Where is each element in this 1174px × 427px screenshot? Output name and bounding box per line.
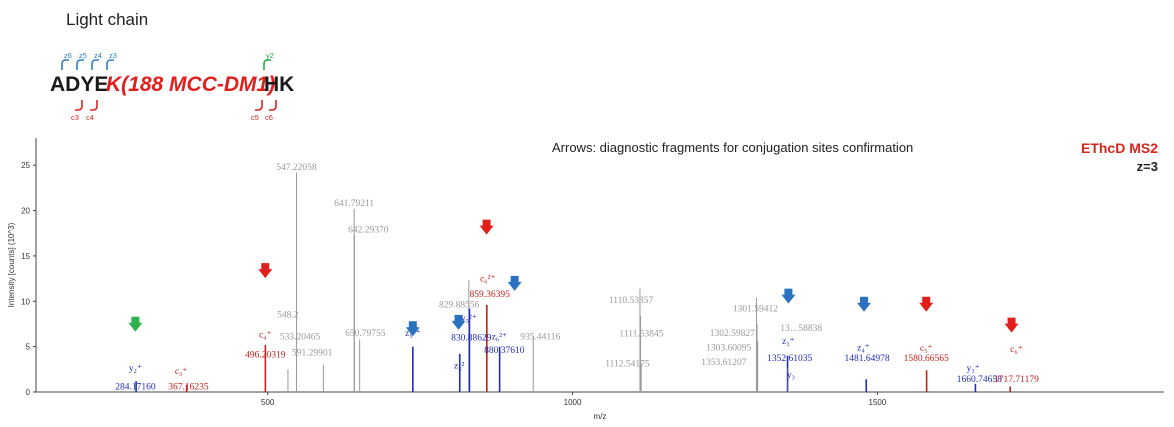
fragment-ion-label: y₃⁺ <box>967 364 980 374</box>
fragment-ion-label: y₅²⁺ <box>461 314 477 324</box>
peak-mz-label: 1717.71179 <box>994 375 1039 385</box>
diagnostic-arrow-icon <box>128 316 143 332</box>
peak-mz-label: 1352.61035 <box>767 354 812 364</box>
peak-mz-label: 591.29901 <box>292 349 333 359</box>
cleavage-mark-z5 <box>76 59 84 70</box>
panel-title: Light chain <box>66 10 149 29</box>
diagnostic-arrow-icon <box>857 296 872 312</box>
peak-mz-label: 284.17160 <box>115 382 156 392</box>
peak-mz-label: 1110.53357 <box>609 296 654 306</box>
diagnostic-arrow-icon <box>781 288 796 304</box>
fragment-ion-label: y₃ <box>787 370 795 380</box>
fragment-ion-label: z₆²⁺ <box>492 332 507 342</box>
peak-mz-label: 367.16235 <box>168 382 209 392</box>
x-tick-label: 500 <box>261 398 275 407</box>
fragment-ion-label: y₂⁺ <box>129 364 142 374</box>
peak-mz-label: 880.37610 <box>484 346 525 356</box>
diagnostic-arrow-icon <box>507 275 522 291</box>
peak-mz-label: 935.44116 <box>520 332 560 342</box>
ion-tag-c6: c6 <box>265 113 273 122</box>
fragment-ion-label: z₃⁺ <box>782 337 795 347</box>
arrows-legend-note: Arrows: diagnostic fragments for conjuga… <box>552 140 914 155</box>
fragment-cleavage-markers: z6 z5 z4 z3 y2 c3 c4 c5 c6 <box>61 51 277 122</box>
fragment-ion-label: c₃⁺ <box>175 367 188 377</box>
x-tick-label: 1000 <box>564 398 582 407</box>
peak-mz-label: 1302.59827 <box>710 329 755 339</box>
sequence-conjugated-residue: K(188 MCC-DM1) <box>106 73 276 96</box>
peak-mz-label: 1353.61207 <box>701 358 746 368</box>
ion-tag-z6: z6 <box>64 51 72 60</box>
peak-mz-label: 829.88556 <box>439 301 480 311</box>
peak-mz-label: 1580.66565 <box>904 354 949 364</box>
peak-mz-label: 1660.74658 <box>957 375 1002 385</box>
y-axis-label: Intensity [counts] (10^3) <box>7 222 16 307</box>
cleavage-mark-c6 <box>269 100 277 111</box>
peak-mz-label: 496.20319 <box>245 351 286 361</box>
peak-mz-label: 1303.60095 <box>706 343 751 353</box>
x-axis-label: m/z <box>594 412 607 421</box>
cleavage-mark-z4 <box>91 59 99 70</box>
y-tick-label: 15 <box>21 252 30 261</box>
diagnostic-arrow-icon <box>919 296 934 312</box>
sequence-suffix: HK <box>264 73 295 96</box>
cleavage-mark-y2 <box>263 59 271 70</box>
diagnostic-arrow-icon <box>479 219 494 235</box>
y-tick-label: 10 <box>21 297 30 306</box>
x-tick-label: 1500 <box>869 398 887 407</box>
peak-mz-label: 533.20465 <box>280 332 321 342</box>
sequence-prefix: ADYE <box>50 73 109 96</box>
diagnostic-arrow-icon <box>451 314 466 330</box>
peak-mz-label: 1481.64978 <box>844 354 889 364</box>
ion-tag-z4: z4 <box>94 51 102 60</box>
peak-mz-label: 642.29370 <box>348 225 389 235</box>
peak-mz-label: 641.79211 <box>334 199 374 209</box>
peak-mz-label: 1301.59412 <box>733 304 778 314</box>
ion-tag-z5: z5 <box>79 51 87 60</box>
fragment-ion-label: c₆⁺ <box>1010 345 1023 355</box>
y-tick-label: 20 <box>21 207 30 216</box>
method-label: EThcD MS2 <box>1080 140 1158 156</box>
fragment-ion-label: z₃² <box>454 361 465 371</box>
peak-mz-label: 1112.54175 <box>605 360 650 370</box>
y-tick-label: 25 <box>21 161 30 170</box>
fragment-ion-label: z₄⁺ <box>857 343 870 353</box>
diagnostic-arrow-icon <box>1004 317 1019 333</box>
peak-mz-label: 650.79755 <box>345 329 386 339</box>
cleavage-mark-c4 <box>90 100 98 111</box>
diagnostic-arrow-icon <box>405 321 420 337</box>
cleavage-mark-c3 <box>75 100 83 111</box>
fragment-ion-label: c₄⁺ <box>259 331 272 341</box>
charge-state-label: z=3 <box>1136 159 1158 174</box>
diagnostic-arrow-icon <box>258 263 273 279</box>
peptide-sequence-map: ADYE K(188 MCC-DM1) HK z6 z5 z4 z3 y2 c3… <box>0 0 400 130</box>
peak-mz-label: 13‥.58838 <box>780 324 822 334</box>
ion-tag-c4: c4 <box>86 113 94 122</box>
ion-tag-y2: y2 <box>266 51 274 60</box>
y-tick-label: 0 <box>26 388 31 397</box>
peak-mz-label: 1111.53845 <box>619 330 663 340</box>
peak-mz-label: 830.88629 <box>451 333 492 343</box>
cleavage-mark-z3 <box>106 59 114 70</box>
cleavage-mark-z6 <box>61 59 69 70</box>
cleavage-mark-c5 <box>255 100 263 111</box>
fragment-ion-label: c₅⁺ <box>920 344 933 354</box>
ion-tag-z3: z3 <box>109 51 117 60</box>
ion-tag-c5: c5 <box>251 113 259 122</box>
ion-tag-c3: c3 <box>71 113 79 122</box>
peak-mz-label: 547.22058 <box>276 163 317 173</box>
y-tick-label: 5 <box>26 343 31 352</box>
peak-mz-label: 548.2 <box>277 311 299 321</box>
peak-mz-label: 859.36395 <box>469 290 510 300</box>
fragment-ion-label: c₆²⁺ <box>480 274 495 284</box>
